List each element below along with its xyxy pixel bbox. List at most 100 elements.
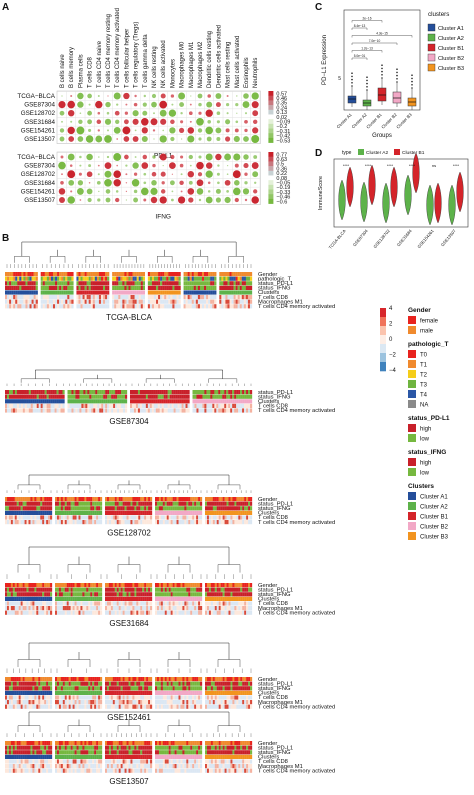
- heatmap-cell: [226, 700, 229, 705]
- heatmap-cell: [5, 583, 8, 588]
- heatmap-cell: [84, 299, 87, 304]
- heatmap-cell: [223, 290, 226, 295]
- heatmap-cell: [44, 285, 47, 290]
- heatmap-cell: [94, 281, 98, 286]
- heatmap-cell: [90, 695, 93, 700]
- heatmap-cell: [10, 497, 13, 502]
- heatmap-cell: [205, 606, 208, 611]
- heatmap-cell: [204, 399, 207, 404]
- heatmap-cell: [156, 606, 160, 611]
- heatmap-cell: [18, 677, 21, 682]
- heatmap-cell: [44, 695, 47, 700]
- heatmap-cell: [123, 390, 126, 395]
- heatmap-cell: [72, 506, 75, 511]
- heatmap-cell: [128, 281, 131, 286]
- heatmap-cell: [176, 700, 179, 705]
- heatmap-cell: [114, 677, 117, 682]
- heatmap-cell: [46, 515, 49, 520]
- heatmap-cell: [110, 704, 113, 709]
- heatmap-cell: [182, 686, 185, 691]
- heatmap-cell: [234, 520, 237, 525]
- heatmap-cell: [114, 681, 117, 686]
- heatmap-cell: [118, 299, 121, 304]
- colorbar-segment: [268, 91, 274, 96]
- heatmap-cell: [138, 695, 141, 700]
- heatmap-cell: [8, 700, 12, 705]
- heatmap-cell: [210, 606, 213, 611]
- heatmap-cell: [245, 304, 249, 309]
- correlation-dot: [68, 179, 75, 186]
- heatmap-cell: [176, 695, 179, 700]
- dendrogram-branch: [117, 725, 141, 732]
- heatmap-cell: [243, 295, 247, 300]
- heatmap-cell: [180, 587, 183, 592]
- x-tick-label: Cluster B3: [395, 112, 413, 130]
- heatmap-cell: [48, 587, 51, 592]
- heatmap-cell: [157, 390, 160, 395]
- heatmap-cell: [82, 690, 85, 695]
- heatmap-cell: [73, 394, 76, 399]
- heatmap-cell: [178, 281, 181, 286]
- heatmap-cell: [158, 515, 162, 520]
- heatmap-cell: [135, 408, 139, 413]
- heatmap-cell: [78, 610, 81, 615]
- heatmap-cell: [186, 601, 189, 606]
- correlation-dot: [189, 164, 192, 167]
- heatmap-cell: [249, 281, 253, 286]
- heatmap-cell: [15, 276, 18, 281]
- heatmap-cell: [108, 592, 112, 597]
- heatmap-cell: [15, 295, 18, 300]
- heatmap-cell: [148, 601, 151, 606]
- heatmap-cell: [151, 276, 155, 281]
- heatmap-cell: [80, 506, 83, 511]
- heatmap-cell: [239, 304, 242, 309]
- heatmap-cell: [238, 497, 241, 502]
- heatmap-cell: [146, 596, 149, 601]
- heatmap-cell: [218, 596, 221, 601]
- heatmap-cell: [244, 399, 247, 404]
- colorbar-tick: −0.05: [276, 180, 290, 186]
- heatmap-cell: [165, 403, 168, 408]
- heatmap-cell: [109, 390, 112, 395]
- heatmap-cell: [220, 520, 223, 525]
- heatmap-cell: [44, 295, 47, 300]
- heatmap-cell: [230, 592, 233, 597]
- heatmap-cell: [18, 695, 21, 700]
- heatmap-cell: [190, 497, 193, 502]
- heatmap-cell: [6, 606, 10, 611]
- heatmap-cell: [222, 686, 225, 691]
- heatmap-cell: [205, 510, 208, 515]
- heatmap-cell: [191, 281, 194, 286]
- heatmap-cell: [142, 690, 145, 695]
- heatmap-cell: [6, 681, 10, 686]
- heatmap-cell: [208, 606, 212, 611]
- heatmap-cell: [25, 281, 28, 286]
- heatmap-cell: [105, 610, 108, 615]
- heatmap-cell: [118, 510, 121, 515]
- heatmap-cell: [206, 515, 210, 520]
- heatmap-cell: [210, 276, 213, 281]
- heatmap-cell: [126, 497, 129, 502]
- heatmap-cell: [72, 690, 75, 695]
- heatmap-cell: [58, 583, 62, 588]
- heatmap-cell: [214, 601, 217, 606]
- heatmap-cell: [82, 704, 85, 709]
- heatmap-cell: [222, 681, 225, 686]
- heatmap-cell: [88, 592, 91, 597]
- correlation-dot: [180, 138, 183, 140]
- heatmap-cell: [38, 592, 41, 597]
- x-tick-label: GSE154261: [416, 228, 435, 249]
- heatmap-cell: [118, 681, 121, 686]
- heatmap-cell: [40, 281, 43, 286]
- heatmap-cell: [144, 606, 147, 611]
- heatmap-cell: [177, 399, 180, 404]
- heatmap-cell: [33, 285, 36, 290]
- heatmap-cell: [26, 520, 29, 525]
- heatmap-cell: [106, 596, 110, 601]
- heatmap-cell: [19, 295, 22, 300]
- heatmap-cell: [192, 506, 195, 511]
- heatmap-cell: [96, 606, 99, 611]
- heatmap-cell: [138, 506, 141, 511]
- heatmap-cell: [174, 695, 177, 700]
- heatmap-cell: [234, 681, 237, 686]
